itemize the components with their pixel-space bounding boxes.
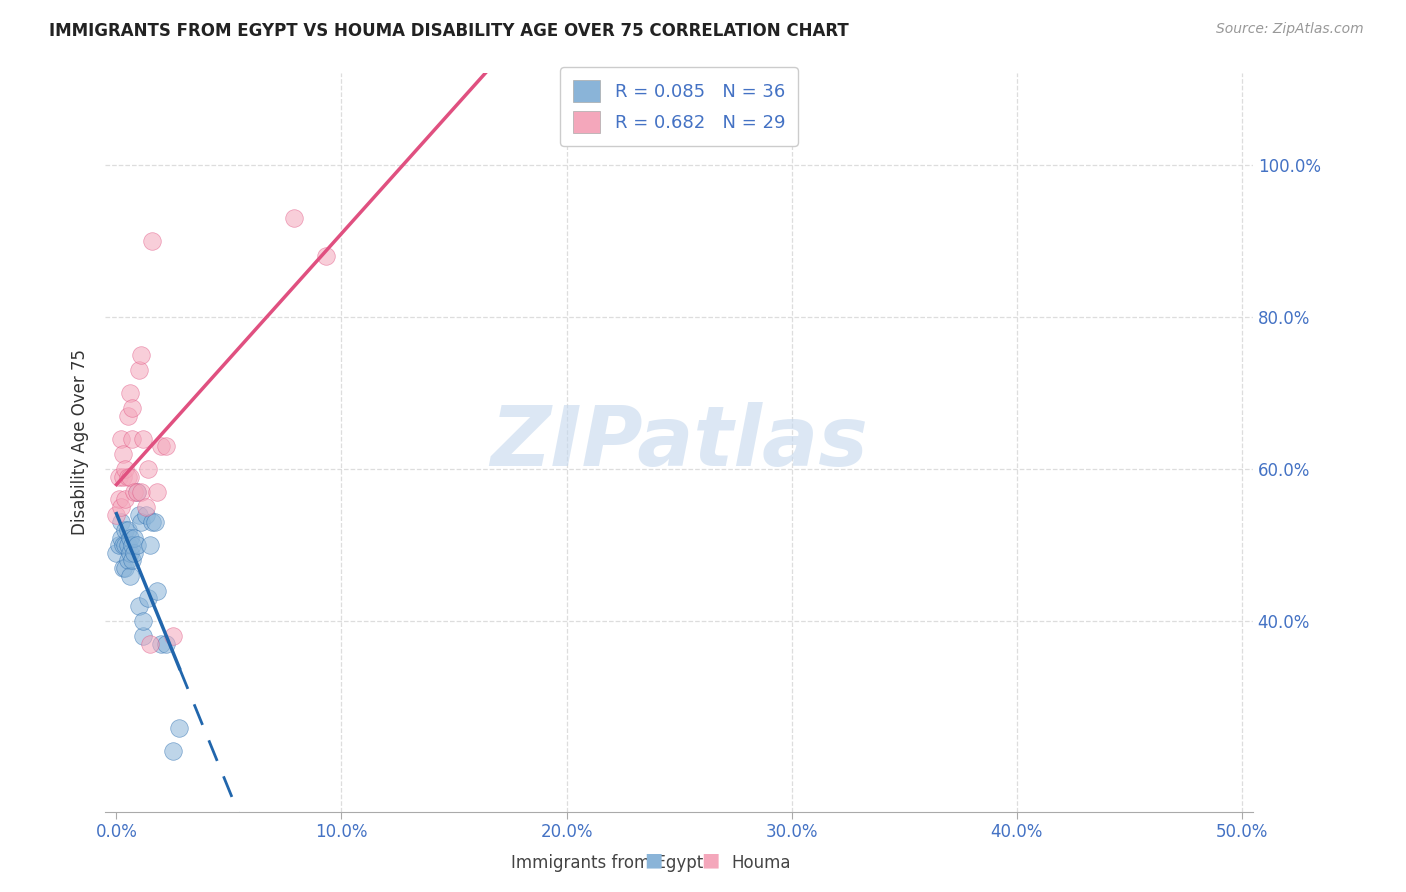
Point: [112, 538, 135, 552]
Point: [110, 516, 132, 530]
Point: [112, 447, 135, 461]
Point: [105, 508, 128, 522]
Point: [105, 546, 128, 560]
Point: [139, 637, 162, 651]
Point: [128, 363, 150, 377]
Point: [283, 211, 305, 225]
Point: [117, 469, 139, 483]
Point: [124, 531, 146, 545]
Point: [118, 568, 141, 582]
Point: [169, 721, 191, 735]
Point: [110, 531, 132, 545]
Point: [124, 484, 146, 499]
Text: Houma: Houma: [731, 855, 790, 872]
Point: [150, 637, 173, 651]
Point: [162, 630, 184, 644]
Point: [128, 599, 150, 613]
Point: [110, 432, 132, 446]
Point: [112, 561, 135, 575]
Point: [129, 484, 152, 499]
Point: [114, 523, 136, 537]
Point: [117, 409, 139, 423]
Point: [135, 500, 157, 514]
Point: [114, 561, 136, 575]
Y-axis label: Disability Age Over 75: Disability Age Over 75: [72, 350, 89, 535]
Point: [124, 546, 146, 560]
Point: [129, 348, 152, 362]
Point: [155, 637, 177, 651]
Point: [117, 523, 139, 537]
Point: [315, 249, 337, 263]
Point: [114, 462, 136, 476]
Point: [128, 508, 150, 522]
Point: [150, 439, 173, 453]
Point: [136, 462, 159, 476]
Point: [155, 439, 177, 453]
Legend: R = 0.085   N = 36, R = 0.682   N = 29: R = 0.085 N = 36, R = 0.682 N = 29: [561, 68, 797, 146]
Point: [141, 516, 163, 530]
Point: [107, 492, 129, 507]
Point: [139, 538, 162, 552]
Point: [135, 508, 157, 522]
Point: [114, 538, 136, 552]
Point: [121, 401, 143, 416]
Point: [107, 538, 129, 552]
Point: [117, 553, 139, 567]
Point: [125, 538, 148, 552]
Point: [121, 538, 143, 552]
Point: [107, 469, 129, 483]
Text: IMMIGRANTS FROM EGYPT VS HOUMA DISABILITY AGE OVER 75 CORRELATION CHART: IMMIGRANTS FROM EGYPT VS HOUMA DISABILIT…: [49, 22, 849, 40]
Point: [114, 492, 136, 507]
Point: [143, 516, 166, 530]
Point: [125, 484, 148, 499]
Text: ■: ■: [700, 851, 720, 870]
Point: [129, 516, 152, 530]
Point: [162, 744, 184, 758]
Point: [146, 583, 169, 598]
Point: [136, 591, 159, 606]
Point: [121, 553, 143, 567]
Text: ■: ■: [644, 851, 664, 870]
Point: [118, 469, 141, 483]
Point: [125, 484, 148, 499]
Point: [132, 630, 155, 644]
Point: [110, 500, 132, 514]
Text: ZIPatlas: ZIPatlas: [491, 402, 868, 483]
Point: [132, 432, 155, 446]
Point: [117, 538, 139, 552]
Text: Source: ZipAtlas.com: Source: ZipAtlas.com: [1216, 22, 1364, 37]
Point: [118, 531, 141, 545]
Text: Immigrants from Egypt: Immigrants from Egypt: [510, 855, 703, 872]
Point: [132, 614, 155, 628]
Point: [121, 432, 143, 446]
Point: [112, 469, 135, 483]
Point: [118, 546, 141, 560]
Point: [146, 484, 169, 499]
Point: [118, 385, 141, 400]
Point: [141, 234, 163, 248]
